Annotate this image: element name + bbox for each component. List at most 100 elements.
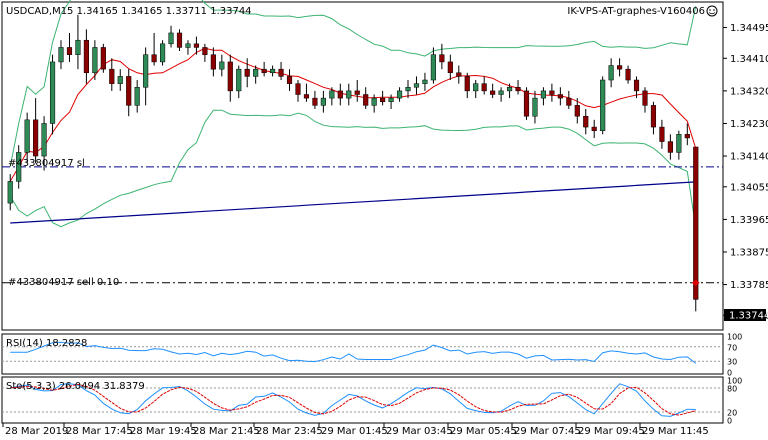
candle-body xyxy=(439,54,445,63)
stoch-main-line xyxy=(10,383,696,417)
candle-body xyxy=(650,105,657,128)
candle-body xyxy=(396,90,403,99)
candle-body xyxy=(506,87,513,92)
candle-body xyxy=(693,146,699,300)
bollinger-upper-line xyxy=(9,0,697,167)
candle-body xyxy=(676,134,682,153)
candle-body xyxy=(126,76,132,106)
slow-ma-line xyxy=(10,181,696,224)
stoch-signal-line xyxy=(10,383,696,416)
candle-body xyxy=(540,90,547,99)
candle-body xyxy=(286,76,293,84)
price-tick-label: 1.33785 xyxy=(730,280,768,291)
vps-label: IK-VPS-AT-graphes-V160406 xyxy=(567,6,705,17)
candle-body xyxy=(303,94,310,99)
price-tick-label: 1.34055 xyxy=(730,182,768,193)
candle-body xyxy=(278,68,284,77)
price-tick-label: 1.33875 xyxy=(730,247,768,258)
time-tick-label: 29 Mar 03:45 xyxy=(386,426,453,437)
sl-line-label: #433804917 sl xyxy=(8,158,85,169)
candle-body xyxy=(270,68,276,74)
candle-body xyxy=(515,87,521,92)
rsi-level-label: 0 xyxy=(727,369,732,378)
main-price-panel[interactable] xyxy=(1,1,724,331)
candle-body xyxy=(642,90,648,106)
stoch-level-label: 20 xyxy=(727,409,737,418)
rsi-level-label: 30 xyxy=(727,358,737,367)
candle-body xyxy=(447,61,453,74)
candle-body xyxy=(473,83,479,92)
stoch-label: Sto(5,3,3) 26.0494 31.8379 xyxy=(6,381,145,392)
candle-body xyxy=(684,134,690,139)
candle-body xyxy=(168,32,174,45)
current-price-box xyxy=(724,309,766,321)
candle-body xyxy=(143,54,149,88)
candle-body xyxy=(185,43,191,48)
candle-body xyxy=(100,47,106,70)
candle-body xyxy=(7,181,13,204)
candle-body xyxy=(633,79,640,92)
rsi-panel[interactable] xyxy=(1,333,724,375)
candle-body xyxy=(557,94,563,99)
stoch-level-label: 0 xyxy=(727,417,732,426)
stoch-level-label: 80 xyxy=(727,385,737,394)
candle-body xyxy=(413,83,420,88)
time-tick-label: 29 Mar 05:45 xyxy=(450,426,517,437)
candle-body xyxy=(388,97,394,102)
candle-body xyxy=(41,123,47,157)
candle-body xyxy=(227,61,233,92)
candle-body xyxy=(320,97,326,106)
candle-body xyxy=(109,68,115,84)
candle-body xyxy=(608,65,614,81)
sell-arrow-icon xyxy=(691,279,700,286)
candle-body xyxy=(574,105,580,117)
time-tick-label: 29 Mar 01:45 xyxy=(321,426,388,437)
time-tick-label: 29 Mar 09:45 xyxy=(578,426,645,437)
candle-body xyxy=(363,94,369,106)
candle-body xyxy=(337,90,343,99)
candle-body xyxy=(312,97,318,106)
bollinger-lower-line xyxy=(9,109,697,229)
candle-body xyxy=(210,54,216,70)
candle-body xyxy=(667,141,673,153)
candle-body xyxy=(481,83,487,92)
candle-body xyxy=(159,43,166,63)
rsi-level-label: 100 xyxy=(727,333,742,342)
candle-body xyxy=(566,97,572,106)
candle-body xyxy=(523,90,530,117)
rsi-label: RSI(14) 18.2828 xyxy=(6,338,87,349)
smiley-icon xyxy=(706,5,718,17)
candle-body xyxy=(49,61,56,124)
price-tick-label: 1.34495 xyxy=(730,23,768,34)
candle-body xyxy=(354,90,360,95)
candle-body xyxy=(405,87,411,92)
candle-body xyxy=(329,90,335,99)
candle-body xyxy=(33,119,39,157)
symbol-ohlc-label: USDCAD,M15 1.34165 1.34165 1.33711 1.337… xyxy=(6,6,252,17)
candle-body xyxy=(92,47,98,74)
rsi-level-label: 70 xyxy=(727,343,737,352)
candle-body xyxy=(464,76,470,92)
candle-body xyxy=(456,72,462,77)
time-tick-label: 29 Mar 11:45 xyxy=(642,426,709,437)
candle-body xyxy=(295,83,301,95)
candle-body xyxy=(66,47,73,55)
candle-body xyxy=(591,126,597,131)
fast-ma-line xyxy=(9,47,697,182)
candle-body xyxy=(151,54,157,63)
price-tick-label: 1.34320 xyxy=(730,86,768,97)
current-price-label: 1.33744 xyxy=(729,311,768,322)
price-tick-label: 1.34230 xyxy=(730,119,768,130)
candle-body xyxy=(75,39,81,55)
time-tick-label: 28 Mar 19:45 xyxy=(130,426,197,437)
candle-body xyxy=(253,68,259,77)
candle-body xyxy=(261,68,267,74)
stochastic-panel[interactable] xyxy=(1,376,724,424)
candle-body xyxy=(371,97,377,106)
candle-body xyxy=(244,68,250,77)
stoch-level-label: 100 xyxy=(727,377,742,386)
time-tick-label: 28 Mar 17:45 xyxy=(66,426,133,437)
price-tick-label: 1.34410 xyxy=(730,54,768,65)
candle-body xyxy=(617,65,623,70)
